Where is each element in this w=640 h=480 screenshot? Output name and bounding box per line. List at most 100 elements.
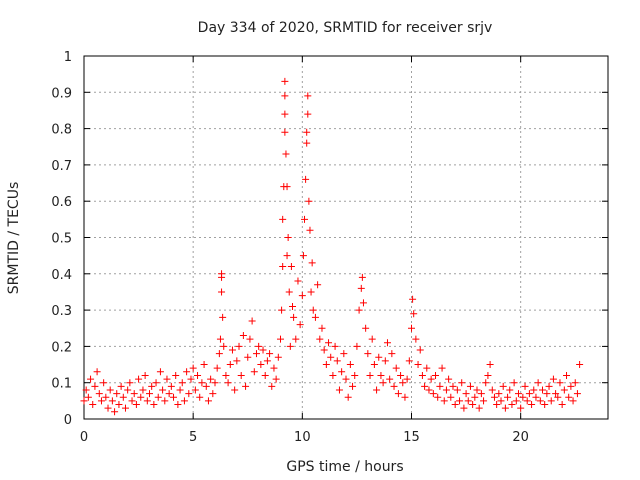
data-point — [298, 292, 306, 300]
data-point — [554, 393, 562, 401]
data-point — [191, 386, 199, 394]
data-point — [106, 386, 114, 394]
data-point — [462, 390, 470, 398]
data-point — [525, 390, 533, 398]
data-point — [440, 397, 448, 405]
data-point — [296, 321, 304, 329]
data-point — [484, 371, 492, 379]
data-point — [196, 393, 204, 401]
data-point — [289, 302, 297, 310]
y-tick-label: 0.7 — [51, 159, 72, 174]
data-point — [458, 379, 466, 387]
data-point — [172, 371, 180, 379]
data-point — [333, 357, 341, 365]
x-tick-label: 20 — [512, 430, 529, 445]
data-point — [475, 404, 483, 412]
data-point — [292, 335, 300, 343]
data-point — [510, 379, 518, 387]
data-point — [519, 393, 527, 401]
data-point — [261, 371, 269, 379]
data-point — [170, 393, 178, 401]
data-point — [528, 400, 536, 408]
data-point — [353, 342, 361, 350]
data-point — [449, 382, 457, 390]
data-point — [493, 400, 501, 408]
data-point — [390, 382, 398, 390]
data-point — [349, 382, 357, 390]
data-points — [80, 77, 584, 416]
data-point — [216, 335, 224, 343]
data-point — [87, 375, 95, 383]
data-point — [222, 371, 230, 379]
data-point — [480, 397, 488, 405]
data-point — [89, 400, 97, 408]
data-point — [523, 397, 531, 405]
data-point — [342, 375, 350, 383]
data-point — [364, 350, 372, 358]
data-point — [141, 371, 149, 379]
data-point — [239, 332, 247, 340]
data-point — [270, 364, 278, 372]
data-point — [325, 339, 333, 347]
data-point — [165, 390, 173, 398]
data-point — [379, 379, 387, 387]
data-point — [102, 393, 110, 401]
data-point — [135, 375, 143, 383]
data-point — [423, 364, 431, 372]
data-point — [93, 368, 101, 376]
y-tick-label: 0 — [64, 413, 72, 428]
data-point — [314, 281, 322, 289]
data-point — [139, 386, 147, 394]
data-point — [488, 386, 496, 394]
data-point — [150, 400, 158, 408]
y-tick-label: 1 — [64, 50, 72, 65]
data-point — [381, 357, 389, 365]
data-point — [425, 386, 433, 394]
data-point — [358, 273, 366, 281]
data-point — [344, 393, 352, 401]
data-point — [126, 379, 134, 387]
y-tick-label: 0.5 — [51, 232, 72, 247]
data-point — [259, 346, 267, 354]
data-point — [567, 382, 575, 390]
data-point — [560, 386, 568, 394]
data-point — [226, 361, 234, 369]
data-point — [285, 288, 293, 296]
data-point — [495, 390, 503, 398]
data-point — [211, 379, 219, 387]
data-point — [183, 368, 191, 376]
data-point — [204, 397, 212, 405]
data-point — [91, 382, 99, 390]
data-point — [180, 397, 188, 405]
data-point — [272, 375, 280, 383]
data-point — [137, 393, 145, 401]
data-point — [460, 404, 468, 412]
data-point — [302, 175, 310, 183]
data-point — [410, 310, 418, 318]
data-point — [303, 139, 311, 147]
data-point — [427, 375, 435, 383]
data-point — [128, 397, 136, 405]
data-point — [307, 288, 315, 296]
data-point — [248, 317, 256, 325]
data-point — [338, 368, 346, 376]
data-point — [278, 306, 286, 314]
data-point — [146, 390, 153, 398]
data-point — [281, 77, 289, 85]
data-point — [124, 386, 132, 394]
data-point — [290, 313, 298, 321]
data-point — [305, 197, 313, 205]
data-point — [281, 92, 289, 100]
data-point — [383, 339, 391, 347]
data-point — [200, 361, 208, 369]
data-point — [279, 263, 287, 271]
data-point — [536, 397, 544, 405]
data-point — [473, 386, 481, 394]
data-point — [224, 379, 232, 387]
data-point — [573, 390, 581, 398]
data-point — [447, 393, 455, 401]
data-point — [283, 183, 291, 191]
data-point — [466, 382, 474, 390]
data-point — [218, 288, 226, 296]
